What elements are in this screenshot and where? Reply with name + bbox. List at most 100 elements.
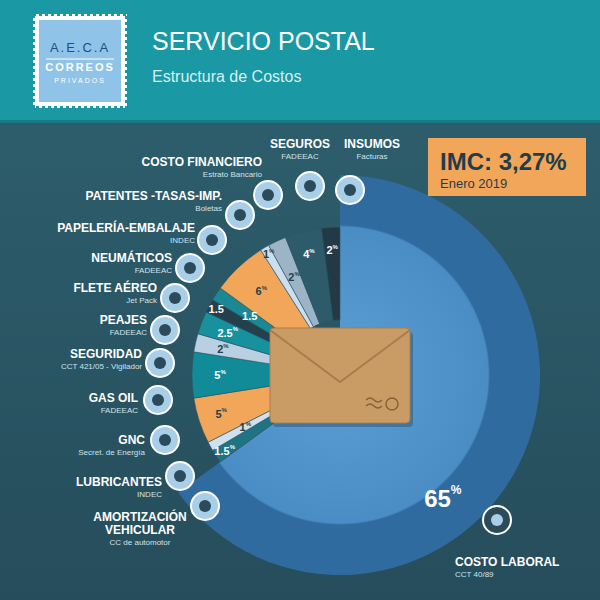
slice <box>321 227 340 320</box>
data-label-unit: % <box>246 421 252 427</box>
icon <box>191 492 219 520</box>
icon <box>198 226 226 254</box>
category-label: LUBRICANTES <box>76 475 162 489</box>
icon-glyph <box>206 234 218 246</box>
data-label-unit: % <box>222 407 228 413</box>
category-label: PATENTES -TASAS-IMP. <box>86 189 222 203</box>
logo-stamp-edge <box>33 14 127 108</box>
source-label: FADEEAC <box>135 266 173 275</box>
icon-glyph <box>169 292 181 304</box>
data-label: 1% <box>240 421 252 433</box>
data-label-unit: % <box>220 369 226 375</box>
icon <box>226 201 254 229</box>
icon <box>151 426 179 454</box>
data-label-unit: % <box>333 244 339 250</box>
data-label: 6% <box>256 285 268 297</box>
icon-glyph <box>344 184 356 196</box>
data-label: 1.5 <box>242 310 257 322</box>
source-label: INDEC <box>170 236 195 245</box>
icon-glyph <box>174 470 186 482</box>
slices <box>178 175 540 575</box>
title: SERVICIO POSTAL <box>152 27 375 55</box>
icon-glyph <box>184 262 196 274</box>
icon <box>483 506 511 534</box>
data-label-number: 65 <box>424 484 451 511</box>
category-line: LUBRICANTES <box>76 475 162 489</box>
logo-text: A.E.C.A <box>50 40 110 55</box>
background <box>0 0 600 600</box>
logo-rule <box>46 59 114 60</box>
category-line: FLETE AÉREO <box>73 280 157 295</box>
category-line: VEHICULAR <box>105 523 175 537</box>
chart: A.E.C.ACORREOSPRIVADOSSERVICIO POSTALEst… <box>0 0 600 600</box>
data-label: 1.5 <box>209 303 224 315</box>
icon-glyph <box>159 324 171 336</box>
icon-glyph <box>152 394 164 406</box>
category-label: COSTO FINANCIERO <box>142 155 262 169</box>
annotation: Enero 2019 <box>440 176 507 191</box>
icon-glyph <box>491 514 503 526</box>
logo-perforation <box>33 14 127 108</box>
category-line: GAS OIL <box>89 391 138 405</box>
icon <box>296 172 324 200</box>
category-line: AMORTIZACIÓN <box>93 509 186 524</box>
data-labels: 65%1.5%1%5%5%2%2.5%1.51.56%1%2%4%2% <box>209 244 462 511</box>
source-label: CCT 40/89 <box>455 570 494 579</box>
source-label: Jet Pack <box>126 296 158 305</box>
category-line: GNC <box>118 433 145 447</box>
category-line: PAPELERÍA-EMBALAJE <box>57 220 195 235</box>
data-label-number: 1.5 <box>214 445 229 457</box>
category-label: GAS OIL <box>89 391 138 405</box>
category-label: FLETE AÉREO <box>73 280 157 295</box>
icon <box>166 462 194 490</box>
data-label-unit: % <box>294 271 300 277</box>
category-labels: COSTO LABORALCCT 40/89 AMORTIZACIÓNVEHICU… <box>57 137 559 579</box>
data-label: 2.5% <box>217 326 238 338</box>
icon <box>176 254 204 282</box>
annotation: IMC: 3,27% <box>440 148 567 175</box>
data-label: 2% <box>288 271 300 283</box>
envelope <box>270 328 413 427</box>
source-label: Facturas <box>356 152 387 161</box>
category-line: COSTO LABORAL <box>455 555 559 569</box>
category-label: INSUMOS <box>344 137 400 151</box>
data-label: 5% <box>215 407 227 419</box>
data-label: 2% <box>326 244 338 256</box>
envelope-mark <box>386 398 398 410</box>
logo-text: PRIVADOS <box>54 77 106 84</box>
envelope-wave <box>366 398 382 408</box>
category-line: NEUMÁTICOS <box>91 250 172 265</box>
category-line: SEGURIDAD <box>70 347 142 361</box>
envelope-body <box>270 328 410 423</box>
icon <box>151 316 179 344</box>
category-label: SEGURIDAD <box>70 347 142 361</box>
icon-glyph <box>159 434 171 446</box>
category-label: PEAJES <box>100 313 147 327</box>
data-label: 5% <box>214 369 226 381</box>
category-line: PEAJES <box>100 313 147 327</box>
source-label: Estrato Bancario <box>203 170 263 179</box>
header-band <box>0 0 600 120</box>
data-label-number: 2.5 <box>217 327 232 339</box>
category-line: COSTO FINANCIERO <box>142 155 262 169</box>
icon-glyph <box>234 209 246 221</box>
category-label: GNC <box>118 433 145 447</box>
category-label: PAPELERÍA-EMBALAJE <box>57 220 195 235</box>
source-label: Secret. de Energía <box>78 448 145 457</box>
data-label-unit: % <box>223 343 229 349</box>
category-line: PATENTES -TASAS-IMP. <box>86 189 222 203</box>
slice <box>178 175 540 575</box>
category-line: INSUMOS <box>344 137 400 151</box>
icon <box>146 349 174 377</box>
source-label: Boletas <box>195 204 222 213</box>
category-label: COSTO LABORAL <box>455 555 559 569</box>
header-rule <box>0 120 600 123</box>
icon-glyph <box>154 357 166 369</box>
data-label-unit: % <box>233 326 239 332</box>
category-label: NEUMÁTICOS <box>91 250 172 265</box>
logo-face <box>39 20 121 102</box>
icon <box>336 176 364 204</box>
source-label: FADEEAC <box>101 406 139 415</box>
category-label: SEGUROS <box>270 137 330 151</box>
source-label: INDEC <box>137 490 162 499</box>
